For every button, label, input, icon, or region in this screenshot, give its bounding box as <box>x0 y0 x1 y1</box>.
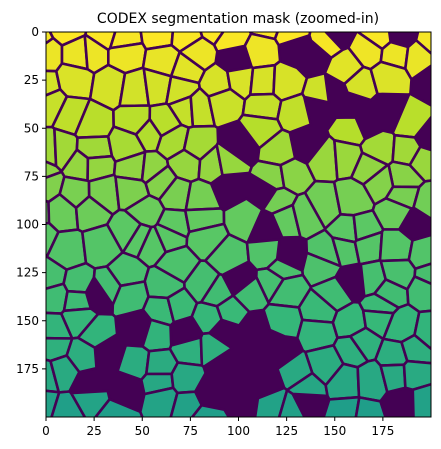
segmented-cell <box>413 309 431 351</box>
segmented-cell <box>414 32 431 56</box>
x-axis: 0 25 50 75 100 125 150 175 <box>42 417 394 438</box>
segmented-cell <box>46 221 60 259</box>
segmented-cell <box>277 388 306 417</box>
y-tick-label: 50 <box>24 121 39 135</box>
segmented-cell <box>93 397 144 417</box>
segmented-cell <box>199 32 225 47</box>
segmented-cell <box>139 386 179 417</box>
segmented-cell <box>408 145 431 183</box>
x-tick-label: 175 <box>371 424 394 438</box>
segmented-cell <box>46 32 55 45</box>
x-tick-label: 50 <box>135 424 150 438</box>
segmented-cell <box>153 244 202 285</box>
y-tick-label: 100 <box>16 218 39 232</box>
segmented-cell <box>411 382 431 417</box>
x-tick-label: 150 <box>323 424 346 438</box>
segmented-cell <box>309 275 355 313</box>
segmented-cell <box>413 262 431 286</box>
segmented-cell <box>276 92 313 134</box>
y-tick-label: 125 <box>16 266 39 280</box>
segmented-cell <box>262 302 304 340</box>
segmented-cell <box>46 282 69 315</box>
segmented-cell <box>243 32 282 70</box>
y-tick-label: 75 <box>24 169 39 183</box>
segmented-cell <box>46 88 69 129</box>
segmented-cell <box>215 141 254 177</box>
chart-title: CODEX segmentation mask (zoomed-in) <box>97 11 379 27</box>
y-tick-label: 175 <box>16 362 39 376</box>
y-tick-label: 25 <box>24 73 39 87</box>
x-tick-label: 25 <box>86 424 101 438</box>
segmented-cell <box>190 300 223 336</box>
segmented-cell <box>249 63 277 96</box>
segmented-cell <box>190 403 231 417</box>
x-tick-label: 0 <box>42 424 50 438</box>
segmented-cell <box>412 179 431 221</box>
segmented-cell <box>403 38 431 81</box>
y-axis: 0 25 50 75 100 125 150 175 <box>16 25 46 376</box>
segmented-cell <box>111 280 150 319</box>
y-tick-label: 150 <box>16 314 39 328</box>
segmented-cell <box>402 359 431 392</box>
segmented-cell <box>308 32 345 60</box>
y-tick-label: 0 <box>31 25 39 39</box>
segmented-cell <box>169 390 203 417</box>
segmented-cell <box>50 390 87 417</box>
segmented-cell <box>166 286 199 324</box>
segmented-cell <box>354 396 387 417</box>
x-tick-label: 100 <box>227 424 250 438</box>
x-tick-label: 75 <box>183 424 198 438</box>
segmented-cell <box>300 71 331 104</box>
segmented-cell <box>400 333 431 365</box>
x-tick-label: 125 <box>275 424 298 438</box>
segmented-cell <box>46 36 64 73</box>
